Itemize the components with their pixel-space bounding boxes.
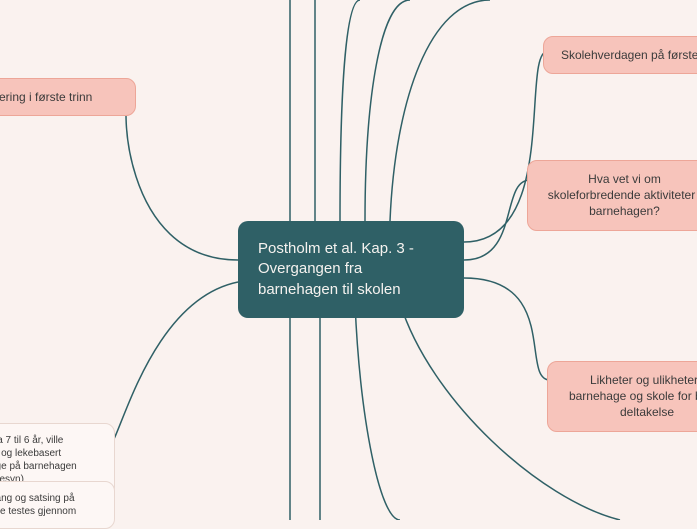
node-n2[interactable]: nisering i første trinn — [0, 78, 136, 116]
node-n4[interactable]: Likheter og ulikheter i barnehage og sko… — [547, 361, 697, 432]
connector — [110, 282, 238, 445]
connector — [355, 303, 400, 520]
connector — [464, 278, 550, 380]
node-n1[interactable]: Skolehverdagen på første trinn — [543, 36, 697, 74]
connector — [464, 180, 530, 260]
connector — [390, 0, 490, 221]
central-topic[interactable]: Postholm et al. Kap. 3 - Overgangen fra … — [238, 221, 464, 318]
connector — [340, 0, 360, 221]
connector — [365, 0, 410, 221]
node-n3[interactable]: Hva vet vi om skoleforbredende aktivitet… — [527, 160, 697, 231]
connector — [126, 93, 238, 260]
node-n6[interactable]: i gang og satsing på kulle testes gjenno… — [0, 481, 115, 529]
